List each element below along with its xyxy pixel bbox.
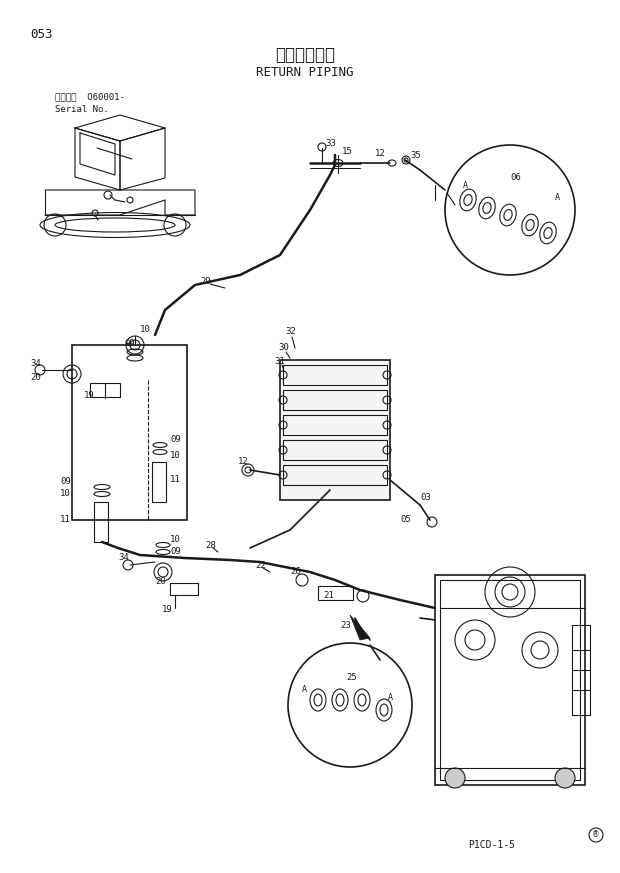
Bar [90, 383, 120, 397]
Text: P1CD-1-5: P1CD-1-5 [468, 840, 515, 850]
Bar [318, 586, 353, 600]
Text: 19: 19 [84, 390, 95, 400]
Polygon shape [350, 615, 370, 640]
Text: 11: 11 [60, 515, 71, 525]
Bar [435, 575, 585, 785]
Text: 09: 09 [170, 547, 181, 556]
Bar [440, 580, 580, 780]
Text: 31: 31 [274, 358, 285, 367]
Bar [572, 625, 590, 715]
Bar [283, 365, 387, 385]
Text: 19: 19 [162, 606, 173, 615]
Text: 29: 29 [200, 278, 211, 286]
Text: 15: 15 [342, 148, 353, 156]
Bar [280, 360, 390, 500]
Text: 20: 20 [30, 374, 41, 382]
Text: 03: 03 [420, 493, 431, 503]
Text: A: A [302, 685, 307, 695]
Text: 35: 35 [410, 150, 421, 160]
Text: 適用号機  O60001-: 適用号機 O60001- [55, 93, 125, 101]
Text: RETURN PIPING: RETURN PIPING [256, 65, 354, 79]
Bar [283, 390, 387, 410]
Text: A: A [388, 693, 393, 703]
Text: ®: ® [592, 830, 600, 840]
Circle shape [445, 768, 465, 788]
Bar [170, 583, 198, 595]
Text: 20: 20 [155, 578, 166, 587]
Text: 26: 26 [290, 567, 301, 576]
Bar [283, 415, 387, 435]
Text: 06: 06 [510, 174, 521, 182]
Text: 30: 30 [278, 343, 289, 353]
Text: 11: 11 [170, 476, 181, 485]
Text: 053: 053 [30, 29, 53, 42]
Text: 09: 09 [124, 339, 135, 347]
Text: A: A [555, 194, 560, 203]
Text: 10: 10 [170, 450, 181, 459]
Text: Serial No.: Serial No. [55, 105, 108, 113]
Bar [283, 465, 387, 485]
Text: 10: 10 [140, 326, 151, 334]
Text: 23: 23 [340, 621, 351, 629]
Text: リターン配管: リターン配管 [275, 46, 335, 64]
Text: 32: 32 [285, 327, 296, 336]
Text: 10: 10 [170, 535, 181, 545]
Text: 09: 09 [170, 436, 181, 444]
Text: 05: 05 [400, 515, 410, 525]
Text: 34: 34 [30, 359, 41, 368]
Text: 33: 33 [325, 139, 336, 148]
Bar [94, 502, 108, 542]
Text: 12: 12 [238, 457, 249, 466]
Text: 21: 21 [323, 590, 334, 600]
Bar [152, 462, 166, 502]
Text: 34: 34 [118, 553, 129, 562]
Text: 22: 22 [255, 560, 266, 569]
Text: A: A [463, 181, 468, 189]
Bar [72, 345, 187, 520]
Text: 25: 25 [346, 672, 356, 682]
Text: 12: 12 [375, 148, 386, 157]
Text: 09: 09 [60, 478, 71, 486]
Circle shape [555, 768, 575, 788]
Text: 10: 10 [60, 490, 71, 498]
Text: 28: 28 [205, 540, 216, 549]
Bar [283, 440, 387, 460]
